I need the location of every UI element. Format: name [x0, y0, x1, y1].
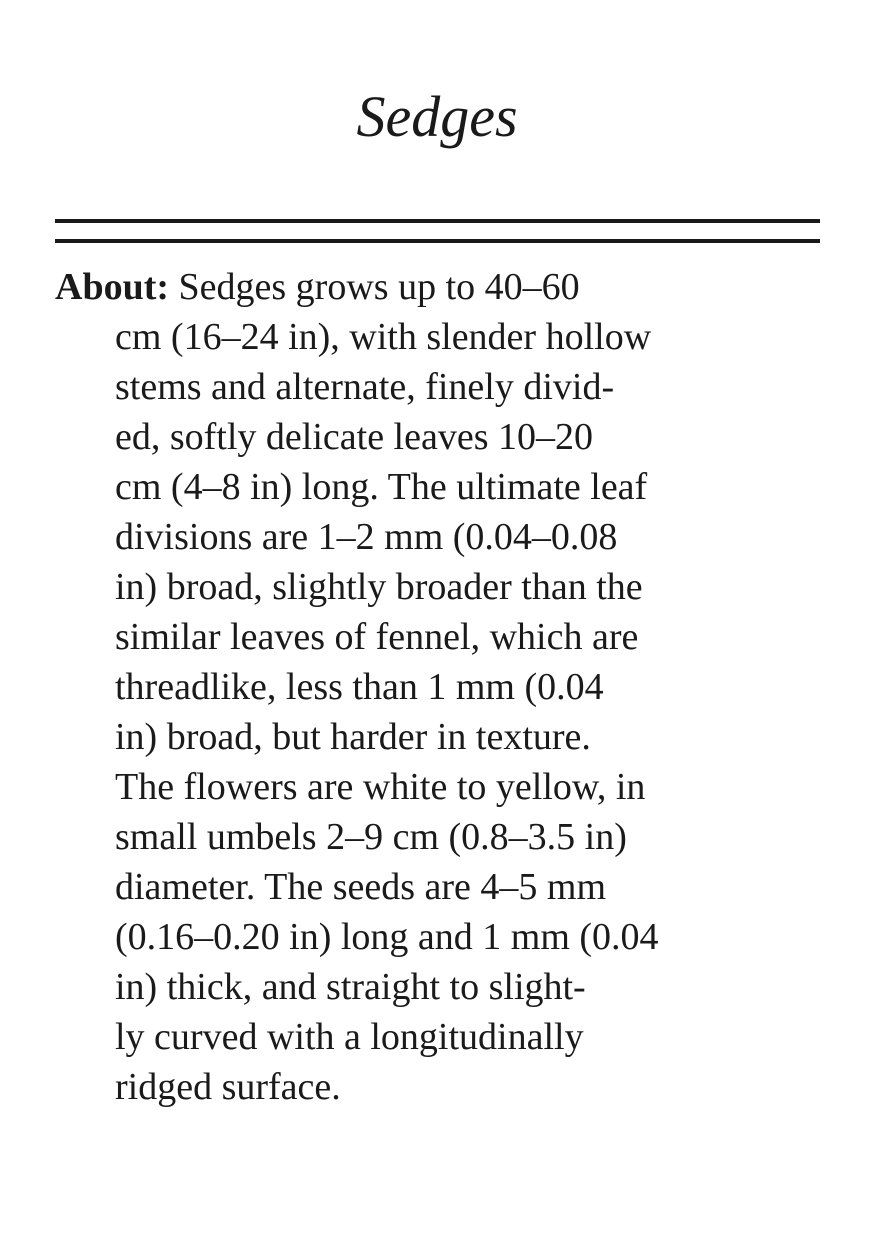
entry-line: diameter. The seeds are 4–5 mm — [115, 866, 607, 908]
entry-line: similar leaves of fennel, which are — [115, 616, 639, 658]
entry-line: About: Sedges grows up to 40–60 — [55, 262, 820, 312]
entry-line: ed, softly delicate leaves 10–20 — [115, 416, 594, 458]
entry-line: (0.16–0.20 in) long and 1 mm (0.04 — [115, 916, 659, 958]
entry-line: cm (4–8 in) long. The ultimate leaf — [115, 466, 648, 508]
about-entry: About: Sedges grows up to 40–60 cm (16–2… — [55, 262, 820, 1112]
entry-text: Sedges grows up to 40–60 — [169, 266, 580, 308]
entry-line: in) broad, but harder in texture. — [115, 716, 591, 758]
entry-line: in) thick, and straight to slight- — [115, 966, 586, 1008]
top-rule — [55, 219, 820, 223]
entry-line: ridged surface. — [115, 1066, 341, 1108]
bottom-rule — [55, 239, 820, 243]
entry-line: small umbels 2–9 cm (0.8–3.5 in) — [115, 816, 627, 858]
entry-label: About: — [55, 266, 170, 308]
page-title: Sedges — [356, 84, 518, 149]
entry-line: stems and alternate, finely divid- — [115, 366, 615, 408]
entry-line: The flowers are white to yellow, in — [115, 766, 646, 808]
entry-line: cm (16–24 in), with slender hollow — [115, 316, 652, 358]
entry-line: threadlike, less than 1 mm (0.04 — [115, 666, 604, 708]
entry-line: ly curved with a longitudinally — [115, 1016, 584, 1058]
entry-line: in) broad, slightly broader than the — [115, 566, 643, 608]
entry-line: divisions are 1–2 mm (0.04–0.08 — [115, 516, 618, 558]
